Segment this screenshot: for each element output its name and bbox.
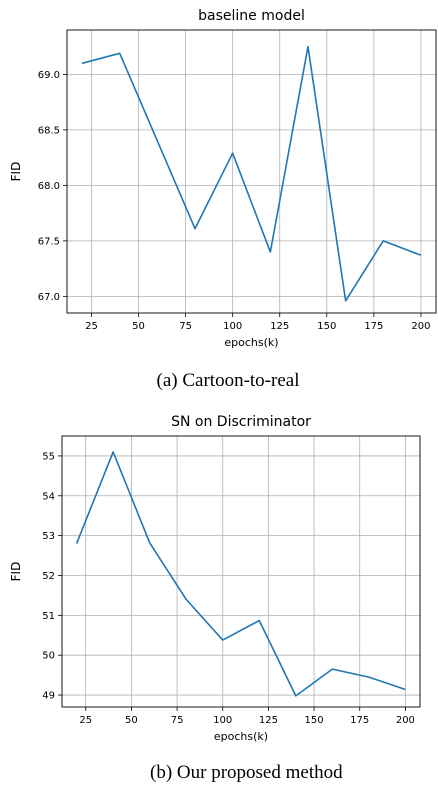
x-tick-label: 25 [79, 715, 92, 726]
chart-title: SN on Discriminator [171, 414, 311, 430]
x-tick-label: 200 [396, 715, 415, 726]
x-tick-label: 150 [317, 321, 336, 332]
x-tick-label: 100 [223, 321, 242, 332]
x-tick-label: 50 [125, 715, 138, 726]
axes-frame [61, 435, 421, 708]
y-tick-label: 67.0 [38, 292, 60, 303]
x-tick-label: 50 [132, 321, 145, 332]
y-tick-label: 50 [42, 651, 55, 662]
x-axis-label: epochs(k) [224, 336, 278, 349]
x-tick-label: 175 [364, 321, 383, 332]
x-tick-label: 150 [305, 715, 324, 726]
series-line [75, 451, 406, 697]
chart-0: 25 50 75 100 125 150 175 200 67.0 67.5 68.0 68.5 69.… [9, 8, 437, 349]
x-tick-label: 25 [85, 321, 98, 332]
x-tick-label: 75 [179, 321, 192, 332]
x-tick-label: 125 [259, 715, 278, 726]
axes-frame [66, 29, 437, 314]
series-line [81, 45, 422, 302]
caption-b: (b) Our proposed method [150, 762, 343, 783]
chart-title: baseline model [198, 8, 305, 24]
y-tick-label: 68.5 [38, 125, 60, 136]
chart-1: 25 50 75 100 125 150 175 200 49 50 51 52 53 54 55 SN on… [9, 414, 421, 743]
y-tick-label: 51 [42, 611, 55, 622]
y-tick-label: 68.0 [38, 181, 60, 192]
y-tick-label: 53 [42, 531, 55, 542]
y-axis-label: FID [9, 562, 23, 582]
x-tick-label: 125 [270, 321, 289, 332]
y-axis-label: FID [9, 162, 23, 182]
y-tick-label: 49 [42, 691, 55, 702]
y-tick-label: 69.0 [38, 70, 60, 81]
x-tick-label: 175 [350, 715, 369, 726]
y-tick-label: 67.5 [38, 236, 60, 247]
x-tick-label: 200 [411, 321, 430, 332]
y-tick-label: 54 [42, 491, 55, 502]
x-axis-label: epochs(k) [214, 730, 268, 743]
caption-a: (a) Cartoon-to-real [156, 370, 300, 391]
y-tick-label: 55 [42, 451, 55, 462]
x-tick-label: 100 [213, 715, 232, 726]
y-tick-label: 52 [42, 571, 55, 582]
x-tick-label: 75 [171, 715, 184, 726]
